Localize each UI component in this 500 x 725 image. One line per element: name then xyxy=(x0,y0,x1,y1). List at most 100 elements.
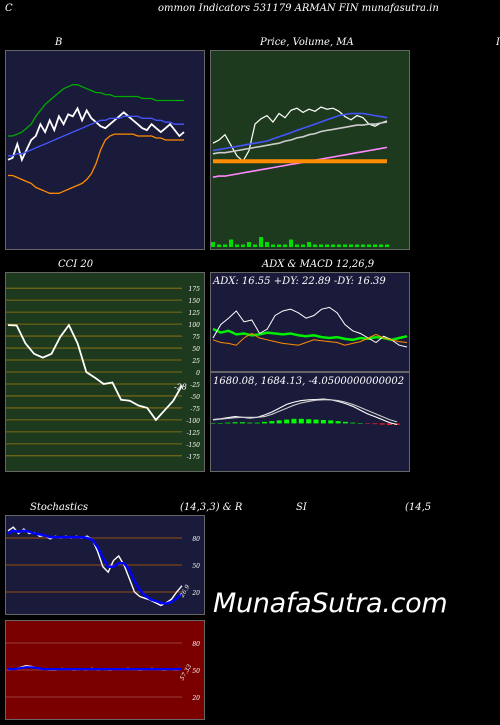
volume-bar xyxy=(385,244,389,247)
tick-label: 50 xyxy=(192,668,200,675)
adx-macd-title: ADX & MACD 12,26,9 xyxy=(262,259,375,270)
macd-panel xyxy=(210,372,410,472)
macd-histogram-bar xyxy=(217,423,223,424)
macd-histogram-bar xyxy=(342,421,348,424)
series-minus-di xyxy=(212,332,408,346)
tick-label: 175 xyxy=(189,286,201,293)
volume-bar xyxy=(241,244,245,247)
tick-label: -75 xyxy=(190,406,200,413)
macd-histogram-bar xyxy=(313,419,319,424)
series-plus-di xyxy=(212,306,408,348)
stochastics-panel: 80 50 20 26.9 xyxy=(5,515,205,615)
series-d xyxy=(7,529,183,605)
cci-panel: 175 150 125 100 75 50 25 0 -25 -50 -75 -100 -125 -150… xyxy=(5,272,205,472)
macd-histogram-bar xyxy=(298,418,304,424)
volume-bar xyxy=(223,244,227,247)
volume-bar xyxy=(361,244,365,247)
watermark: MunafaSutra.com xyxy=(213,588,448,619)
macd-histogram-bar xyxy=(306,419,312,424)
price-ma-panel xyxy=(210,50,410,250)
volume-bar xyxy=(337,244,341,247)
volume-bar xyxy=(325,244,329,247)
macd-histogram-bar xyxy=(320,419,326,424)
tick-label: 20 xyxy=(191,695,200,702)
macd-histogram-bar xyxy=(225,422,231,424)
tick-label: 150 xyxy=(189,298,201,305)
volume-bar xyxy=(229,239,233,247)
volume-bar xyxy=(265,242,269,247)
tick-label: 75 xyxy=(192,334,200,341)
tick-label: 80 xyxy=(192,536,200,543)
series-cci xyxy=(7,323,183,422)
macd-histogram-bar xyxy=(254,422,260,424)
tick-label: -100 xyxy=(187,418,201,425)
volume-bar xyxy=(259,237,263,247)
macd-readout: 1680.08, 1684.13, -4.0500000000002 xyxy=(213,376,405,387)
series-signal xyxy=(212,399,398,423)
series-adx xyxy=(212,327,408,342)
series-mid-band xyxy=(8,115,184,157)
macd-histogram-bar xyxy=(328,420,334,424)
tick-label: -175 xyxy=(187,454,201,461)
macd-histogram-bar xyxy=(284,419,290,424)
left-edge-char: C xyxy=(5,3,13,14)
volume-bar xyxy=(235,244,239,247)
tick-label: -125 xyxy=(187,430,201,437)
series-ma-short xyxy=(212,112,388,152)
macd-histogram-bar xyxy=(335,421,341,424)
macd-histogram-bar xyxy=(276,420,282,424)
macd-histogram-bar xyxy=(211,423,216,424)
adx-readout: ADX: 16.55 +DY: 22.89 -DY: 16.39 xyxy=(213,276,386,287)
tick-label: 20 xyxy=(191,590,200,597)
volume-bar xyxy=(355,244,359,247)
volume-bar xyxy=(379,244,383,247)
volume-bar xyxy=(289,239,293,247)
volume-bar xyxy=(301,244,305,247)
tick-label: -25 xyxy=(190,382,200,389)
tick-label: 50 xyxy=(192,346,200,353)
tick-label: 125 xyxy=(189,310,201,317)
panel-background xyxy=(211,273,409,371)
volume-bar xyxy=(367,244,371,247)
volume-bar xyxy=(217,244,221,247)
macd-histogram-bar xyxy=(379,423,385,425)
rsi-title: SI xyxy=(296,502,307,513)
tick-label: 100 xyxy=(189,322,201,329)
volume-bar xyxy=(271,244,275,247)
bollinger-panel xyxy=(5,50,205,250)
macd-histogram-bar xyxy=(372,423,378,425)
macd-histogram-bar xyxy=(269,421,275,424)
tick-label: 80 xyxy=(192,641,200,648)
series-upper-band xyxy=(8,84,184,137)
volume-bar xyxy=(349,244,353,247)
stochastics-params: (14,3,3) & R xyxy=(180,502,243,513)
bollinger-title: B xyxy=(55,37,63,48)
volume-bar xyxy=(283,244,287,247)
volume-bar xyxy=(307,242,311,247)
tick-label: -150 xyxy=(187,442,201,449)
cci-last-value: -28 xyxy=(174,382,187,391)
volume-bar xyxy=(211,242,215,247)
adx-panel xyxy=(210,272,410,372)
rsi-panel: 80 50 20 57.33 xyxy=(5,620,205,720)
macd-histogram-bar xyxy=(350,422,356,424)
volume-bar xyxy=(343,244,347,247)
volume-bar xyxy=(277,244,281,247)
rsi-params: (14,5 xyxy=(405,502,432,513)
volume-bar xyxy=(295,244,299,247)
volume-bar xyxy=(247,242,251,247)
panel-background xyxy=(6,51,204,249)
volume-bar xyxy=(319,244,323,247)
stochastics-title: Stochastics xyxy=(30,502,88,513)
cci-title: CCI 20 xyxy=(58,259,94,270)
macd-histogram-bar xyxy=(232,422,238,424)
macd-histogram-bar xyxy=(365,423,371,424)
volume-bar xyxy=(253,244,257,247)
tick-label: -50 xyxy=(190,394,200,401)
macd-histogram-bar xyxy=(247,422,253,424)
series-rsi-ma xyxy=(8,666,182,671)
macd-histogram-bar xyxy=(357,423,363,424)
volume-bar xyxy=(313,244,317,247)
page-title: ommon Indicators 531179 ARMAN FIN munafa… xyxy=(158,3,439,14)
tick-label: 50 xyxy=(192,563,200,570)
